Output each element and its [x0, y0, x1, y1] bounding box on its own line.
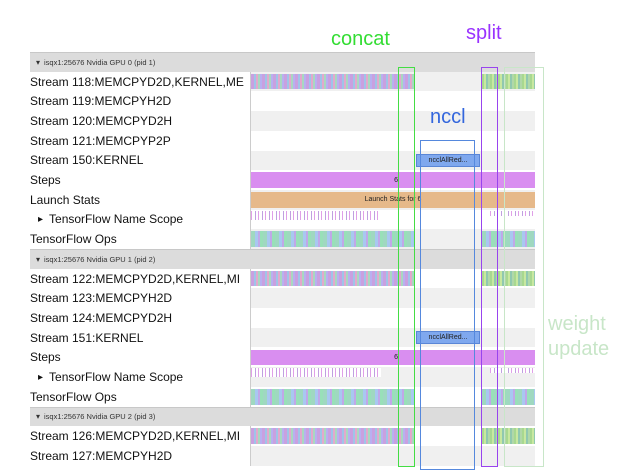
event-strip: [251, 388, 415, 405]
event-strip: [251, 231, 415, 247]
event-strip: [251, 270, 415, 287]
row-label: TensorFlow Ops: [30, 389, 117, 404]
event-strip: [251, 73, 415, 90]
group-header[interactable]: isqx1:25676 Nvidia GPU 2 (pid 3): [30, 406, 535, 427]
row-shade: [250, 111, 535, 131]
weight-update-label: weight update: [548, 313, 610, 360]
event: 6: [251, 172, 535, 188]
event-strip: [490, 210, 535, 216]
event: Launch Stats for 6: [251, 191, 535, 208]
row-label: Stream 123:MEMCPYH2D: [30, 291, 173, 306]
event-strip: [482, 388, 535, 405]
row-label: Stream 126:MEMCPYD2D,KERNEL,MI: [30, 429, 241, 444]
nccl-label: nccl: [430, 106, 466, 128]
row-label[interactable]: TensorFlow Name Scope: [30, 210, 250, 230]
row-label: Stream 127:MEMCPYH2D: [30, 448, 173, 463]
event: 6: [251, 349, 535, 366]
concat-box: [398, 67, 415, 467]
nccl-box: [420, 140, 475, 470]
event-strip: [482, 270, 535, 287]
split-box: [481, 67, 498, 467]
row-label[interactable]: TensorFlow Name Scope: [30, 367, 250, 387]
weight-update-box: [504, 67, 544, 467]
event-strip: [482, 428, 535, 444]
row-label: Stream 119:MEMCPYH2D: [30, 94, 172, 109]
event-strip: [482, 231, 535, 247]
row-label: Stream 124:MEMCPYD2H: [30, 310, 173, 325]
event-strip: [251, 368, 381, 378]
event-strip: [482, 73, 535, 90]
event-strip: [251, 428, 415, 444]
event: ncclAllRed...: [416, 153, 480, 168]
row-label: Steps: [30, 173, 61, 188]
group-header[interactable]: isqx1:25676 Nvidia GPU 1 (pid 2): [30, 249, 535, 269]
group-header[interactable]: isqx1:25676 Nvidia GPU 0 (pid 1): [30, 52, 535, 72]
row-label: TensorFlow Ops: [30, 232, 117, 247]
row-label: Stream 151:KERNEL: [30, 330, 144, 345]
event-strip: [490, 368, 535, 374]
split-label: split: [466, 22, 502, 44]
row-label: Launch Stats: [30, 192, 101, 207]
event-strip: [251, 210, 381, 220]
row-label: Stream 122:MEMCPYD2D,KERNEL,MI: [30, 271, 241, 286]
concat-label: concat: [331, 28, 390, 50]
row-label: Stream 118:MEMCPYD2D,KERNEL,ME: [30, 74, 244, 89]
row-label: Stream 150:KERNEL: [30, 153, 144, 168]
row-label: Steps: [30, 350, 61, 365]
row-shade: [250, 288, 535, 309]
row-label: Stream 120:MEMCPYD2H: [30, 113, 173, 128]
row-label: Stream 121:MEMCPYP2P: [30, 133, 171, 148]
event: ncclAllRed...: [416, 330, 480, 345]
